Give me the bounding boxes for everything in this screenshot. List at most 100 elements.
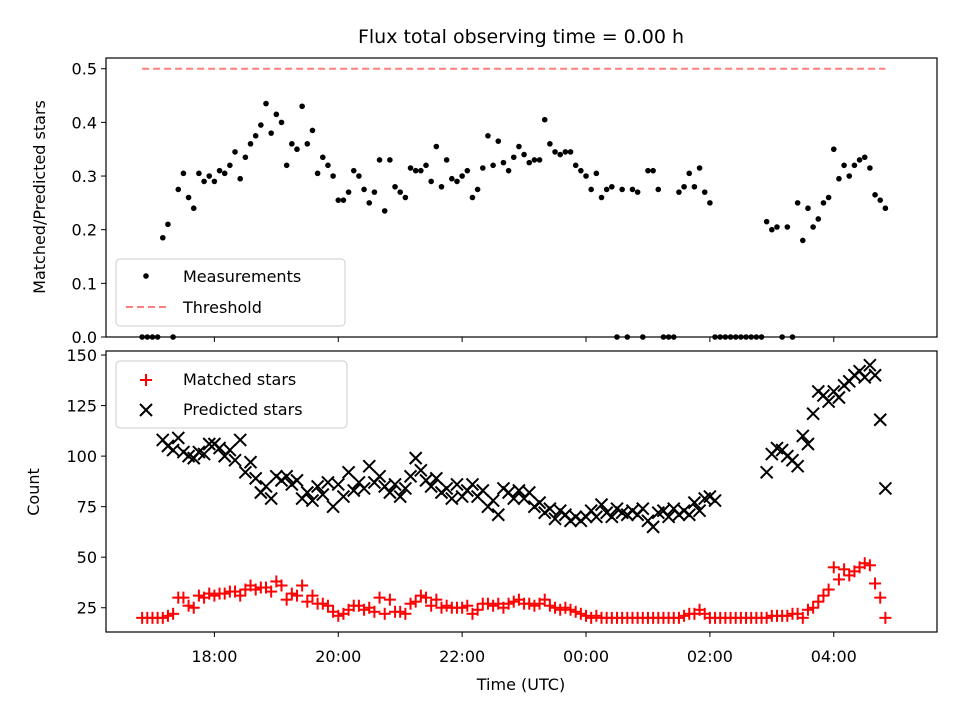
measurement-point: [418, 167, 424, 174]
matched-star-point: [487, 599, 500, 612]
measurement-point: [361, 186, 367, 193]
matched-star-point: [869, 577, 882, 590]
measurement-point: [381, 208, 388, 214]
measurement-point: [676, 189, 682, 195]
measurement-point: [294, 146, 300, 153]
measurement-point: [588, 186, 594, 193]
measurement-point: [469, 194, 476, 201]
predicted-star-point: [589, 510, 604, 524]
predicted-star-point: [248, 471, 263, 486]
matched-star-point: [332, 609, 345, 622]
predicted-star-point: [548, 512, 562, 526]
measurement-point: [686, 170, 693, 177]
matched-star-point: [590, 609, 603, 622]
measurement-point: [273, 111, 280, 118]
predicted-star-point: [486, 493, 500, 508]
measurement-point: [227, 162, 233, 169]
measurement-point: [247, 141, 254, 147]
matched-star-point: [167, 607, 180, 620]
measurement-point: [505, 167, 512, 174]
measurement-point: [500, 159, 507, 166]
matched-star-point: [306, 589, 319, 602]
predicted-star-point: [336, 489, 351, 504]
bottom-x-tick-label: 18:00: [191, 647, 237, 666]
matched-star-point: [409, 595, 422, 608]
bottom-x-tick-label: 20:00: [315, 647, 361, 666]
measurement-point: [387, 157, 393, 163]
measurement-point: [531, 157, 538, 163]
predicted-star-point: [393, 489, 407, 504]
predicted-star-point: [790, 459, 805, 473]
measurement-point: [325, 162, 331, 169]
predicted-star-point: [594, 497, 609, 512]
bottom-x-ticks: 18:00 20:00 22:00 00:00 02:00 04:00: [191, 632, 857, 666]
predicted-star-point: [362, 459, 376, 473]
measurement-point: [289, 141, 295, 147]
measurement-point: [557, 151, 564, 158]
legend-matched-stars-label: Matched stars: [183, 370, 296, 389]
top-panel: Flux total observing time = 0.00 h Match…: [30, 26, 938, 347]
measurement-point: [485, 132, 491, 139]
measurement-point: [268, 130, 274, 136]
measurement-point: [851, 162, 858, 169]
measurement-point: [593, 170, 600, 177]
matched-star-point: [192, 589, 205, 602]
top-y-axis-label: Matched/Predicted stars: [30, 100, 49, 294]
measurement-point: [861, 154, 868, 161]
predicted-star-point: [202, 437, 216, 451]
measurement-point: [681, 183, 687, 190]
matched-star-point: [414, 589, 427, 602]
predicted-star-point: [873, 413, 887, 427]
measurement-point: [645, 167, 651, 174]
matched-star-point: [358, 603, 371, 616]
matched-star-point: [285, 587, 298, 600]
measurement-point: [190, 205, 197, 212]
predicted-star-point: [878, 481, 893, 496]
matched-star-point: [471, 603, 484, 616]
matched-star-point: [838, 563, 851, 576]
measurement-point: [815, 216, 822, 222]
predicted-star-point: [646, 520, 660, 534]
predicted-star-point: [305, 493, 320, 508]
predicted-star-point: [532, 495, 547, 510]
measurement-point: [314, 170, 321, 177]
predicted-star-point: [522, 485, 536, 500]
measurement-point: [211, 178, 218, 185]
measurement-point: [516, 143, 522, 150]
measurement-point: [872, 192, 878, 198]
predicted-star-point: [512, 483, 526, 498]
measurement-point: [428, 178, 434, 185]
predicted-star-point: [238, 465, 253, 480]
predicted-star-point: [398, 481, 413, 496]
top-y-tick-label: 0.3: [72, 167, 97, 186]
matched-star-point: [177, 591, 190, 604]
matched-star-point: [383, 593, 396, 606]
measurement-point: [474, 186, 481, 193]
predicted-star-point: [331, 477, 345, 492]
predicted-star-point: [863, 358, 877, 372]
measurement-point: [464, 167, 471, 174]
measurement-point: [263, 100, 269, 107]
matched-star-point: [678, 609, 691, 622]
top-legend-box: [115, 258, 346, 327]
predicted-star-point: [491, 508, 505, 522]
predicted-star-point: [212, 441, 227, 455]
matched-star-point: [807, 601, 820, 614]
matched-star-point: [456, 601, 469, 614]
measurement-point: [165, 221, 171, 228]
measurement-point: [877, 197, 884, 203]
predicted-star-point: [465, 477, 480, 492]
predicted-star-point: [543, 501, 557, 516]
predicted-star-point: [868, 368, 882, 382]
measurement-point: [335, 197, 342, 203]
matched-star-point: [554, 603, 567, 616]
predicted-star-point: [408, 451, 423, 465]
measurement-point: [619, 186, 625, 193]
matched-star-point: [208, 589, 221, 602]
measurement-point: [691, 183, 698, 190]
measurement-point: [552, 149, 558, 155]
predicted-star-point: [636, 501, 650, 516]
measurement-point: [196, 170, 202, 177]
matched-star-point: [218, 587, 231, 600]
bottom-x-tick-label: 04:00: [811, 647, 857, 666]
